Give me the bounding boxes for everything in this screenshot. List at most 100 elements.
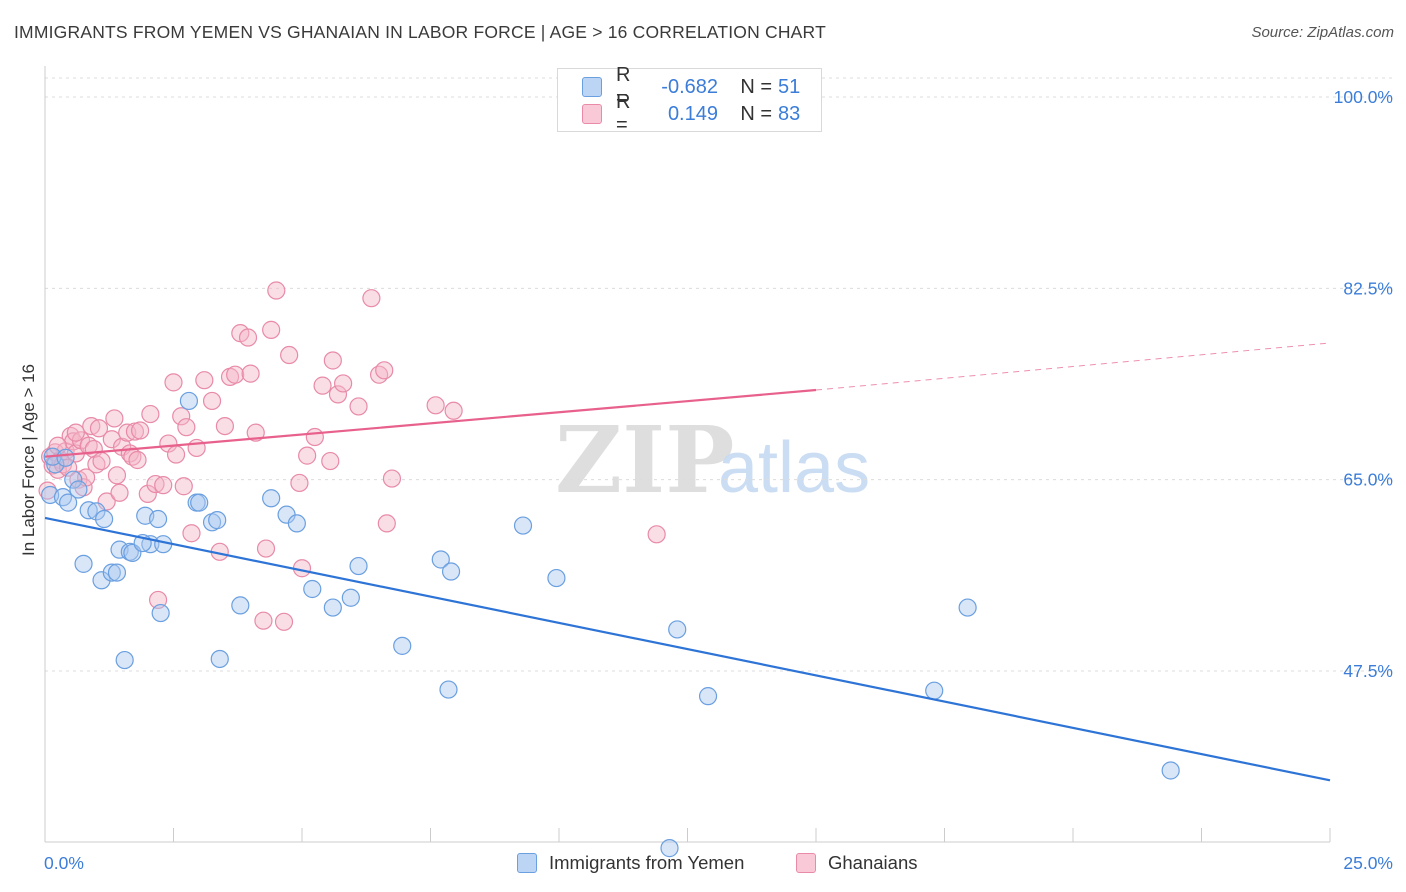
legend-swatch-blue: [582, 77, 602, 97]
ghanaian-point: [280, 345, 299, 365]
ghanaian-point: [182, 524, 201, 543]
watermark-zip: ZIP: [555, 406, 734, 514]
y-axis-label: In Labor Force | Age > 16: [19, 363, 38, 557]
ghanaian-point: [195, 371, 214, 390]
ghanaian-point: [226, 365, 245, 384]
ghanaian-point: [334, 374, 353, 393]
yemen-point: [64, 470, 83, 489]
ghanaian-point: [215, 416, 234, 436]
ghanaian-point: [274, 612, 294, 631]
ghanaian-point: [267, 281, 286, 300]
legend-n-value: 83: [778, 102, 801, 125]
yemen-point: [341, 588, 360, 607]
legend-row-yemen: R = -0.682 N = 51: [582, 64, 801, 109]
x-tick-label: 0.0%: [44, 853, 84, 873]
ghanaian-trend-extension: [815, 342, 1331, 391]
yemen-point: [349, 556, 368, 576]
ghanaian-point: [238, 328, 258, 347]
ghanaian-point: [262, 320, 281, 339]
ghanaian-point: [87, 455, 106, 474]
legend-r-value: -0.682: [661, 75, 718, 98]
ghanaian-point: [164, 373, 183, 392]
series-legend: Immigrants from Yemen Ghanaians: [0, 852, 1406, 878]
yemen-point: [148, 509, 168, 529]
ghanaian-point: [375, 361, 394, 380]
legend-swatch-pink: [582, 104, 602, 124]
ghanaian-point: [146, 474, 165, 494]
yemen-point: [69, 480, 88, 499]
ghanaian-point: [246, 423, 265, 442]
ghanaian-point: [79, 436, 98, 455]
legend-r-label: R =: [616, 91, 631, 136]
ghanaian-point: [66, 423, 85, 442]
chart-title: IMMIGRANTS FROM YEMEN VS GHANAIAN IN LAB…: [14, 22, 826, 42]
correlation-legend: R = -0.682 N = 51 R = 0.149 N = 83: [557, 64, 822, 136]
ghanaian-point: [254, 611, 273, 630]
source-label: Source: ZipAtlas.com: [1251, 24, 1394, 41]
legend-n-value: 51: [778, 75, 801, 98]
ghanaian-point: [177, 418, 196, 437]
ghanaian-point: [105, 409, 124, 428]
yemen-point: [190, 493, 209, 512]
ghanaian-point: [130, 421, 150, 440]
legend-swatch-pink: [796, 853, 816, 873]
ghanaian-point: [141, 404, 160, 424]
yemen-point: [547, 568, 566, 588]
yemen-point: [439, 680, 458, 699]
ghanaian-point: [102, 430, 121, 449]
yemen-point: [115, 650, 134, 670]
yemen-point: [441, 562, 461, 581]
yemen-point: [231, 596, 250, 615]
yemen-point: [79, 501, 98, 520]
yemen-point: [92, 571, 111, 590]
yemen-point: [393, 636, 412, 655]
legend-item-yemen: Immigrants from Yemen: [517, 852, 744, 874]
ghanaian-point: [290, 473, 309, 493]
legend-n-label: N =: [740, 75, 772, 98]
ghanaian-point: [362, 289, 381, 308]
ghanaian-point: [305, 427, 324, 447]
ghanaian-point: [107, 466, 127, 485]
yemen-point: [303, 579, 322, 599]
ghanaian-point: [426, 396, 445, 415]
ghanaian-point: [92, 451, 111, 471]
ghanaian-point: [313, 376, 332, 395]
yemen-point: [208, 511, 227, 530]
yemen-point: [53, 488, 73, 507]
ghanaian-point: [128, 450, 147, 470]
y-tick-label: 65.0%: [1343, 470, 1393, 490]
legend-row-ghanaians: R = 0.149 N = 83: [582, 91, 801, 136]
ghanaian-point: [349, 397, 368, 416]
yemen-point: [668, 620, 687, 639]
y-tick-label: 100.0%: [1334, 87, 1393, 107]
ghanaian-point: [647, 525, 666, 544]
ghanaian-point: [202, 391, 222, 411]
ghanaian-point: [166, 445, 186, 464]
yemen-point: [74, 554, 93, 573]
ghanaian-point: [298, 446, 317, 465]
ghanaian-point: [377, 514, 396, 533]
yemen-point: [1161, 761, 1180, 780]
legend-item-ghanaians: Ghanaians: [796, 852, 917, 874]
yemen-trend-line: [44, 516, 1331, 782]
legend-label-ghanaians: Ghanaians: [828, 852, 918, 873]
legend-swatch-blue: [517, 853, 537, 873]
ghanaian-point: [172, 407, 191, 426]
legend-r-value: 0.149: [667, 102, 718, 125]
ghanaian-point: [382, 469, 402, 488]
yemen-point: [59, 493, 78, 512]
yemen-point: [958, 598, 977, 617]
ghanaian-point: [174, 477, 193, 496]
yemen-point: [698, 687, 718, 706]
legend-label-yemen: Immigrants from Yemen: [549, 852, 745, 873]
y-tick-label: 82.5%: [1343, 278, 1393, 298]
x-tick-label: 25.0%: [1343, 853, 1393, 873]
yemen-point: [210, 649, 229, 669]
yemen-point: [513, 516, 533, 535]
ghanaian-point: [328, 385, 348, 404]
ghanaian-point: [256, 539, 276, 558]
ghanaian-point: [89, 419, 109, 438]
ghanaian-point: [321, 451, 340, 471]
yemen-point: [107, 563, 127, 582]
